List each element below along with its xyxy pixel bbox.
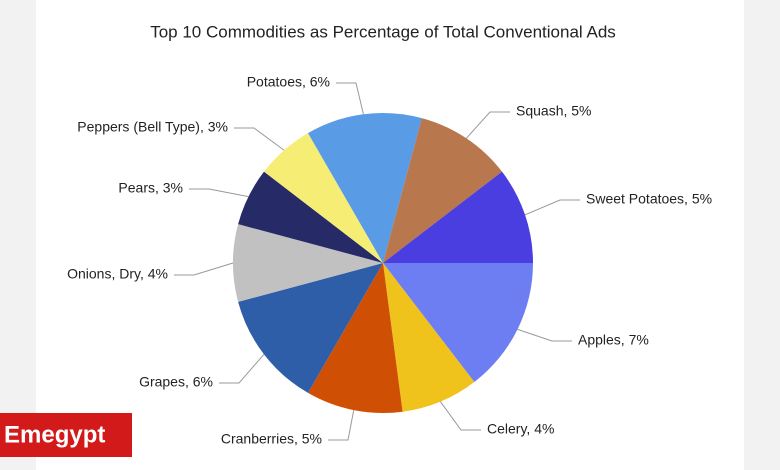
slice-label: Onions, Dry, 4% bbox=[67, 266, 168, 282]
pie-slice bbox=[308, 263, 403, 414]
watermark: Emegypt bbox=[4, 421, 105, 448]
leader-line bbox=[465, 111, 510, 139]
pie-slice bbox=[383, 171, 533, 263]
slice-label: Cranberries, 5% bbox=[221, 431, 322, 447]
leader-line bbox=[174, 262, 234, 276]
slice-label: Squash, 5% bbox=[516, 103, 592, 119]
pie-slice bbox=[383, 263, 533, 383]
pie-slice bbox=[238, 171, 383, 263]
leader-line bbox=[189, 188, 249, 198]
slice-label: Peppers (Bell Type), 3% bbox=[77, 119, 228, 135]
slice-label: Apples, 7% bbox=[578, 332, 649, 348]
leader-line bbox=[219, 353, 265, 384]
pie-slice bbox=[383, 263, 475, 412]
pie bbox=[233, 112, 533, 414]
pie-slice bbox=[308, 112, 422, 263]
slice-label: Pears, 3% bbox=[118, 180, 183, 196]
leader-line bbox=[439, 401, 481, 431]
watermark-box bbox=[0, 413, 132, 457]
slice-label: Grapes, 6% bbox=[139, 374, 213, 390]
leader-line bbox=[517, 328, 572, 342]
leader-line bbox=[336, 82, 364, 115]
pie-slice bbox=[238, 263, 383, 393]
slice-label: Sweet Potatoes, 5% bbox=[586, 191, 712, 207]
slice-label: Celery, 4% bbox=[487, 421, 554, 437]
pie-slice bbox=[263, 133, 383, 263]
chart-title: Top 10 Commodities as Percentage of Tota… bbox=[150, 22, 616, 41]
leader-line bbox=[524, 199, 580, 216]
pie-slice bbox=[383, 118, 503, 263]
slice-label: Potatoes, 6% bbox=[247, 74, 330, 90]
pie-slice bbox=[233, 224, 383, 302]
leader-line bbox=[328, 410, 355, 441]
leader-line bbox=[234, 127, 285, 151]
